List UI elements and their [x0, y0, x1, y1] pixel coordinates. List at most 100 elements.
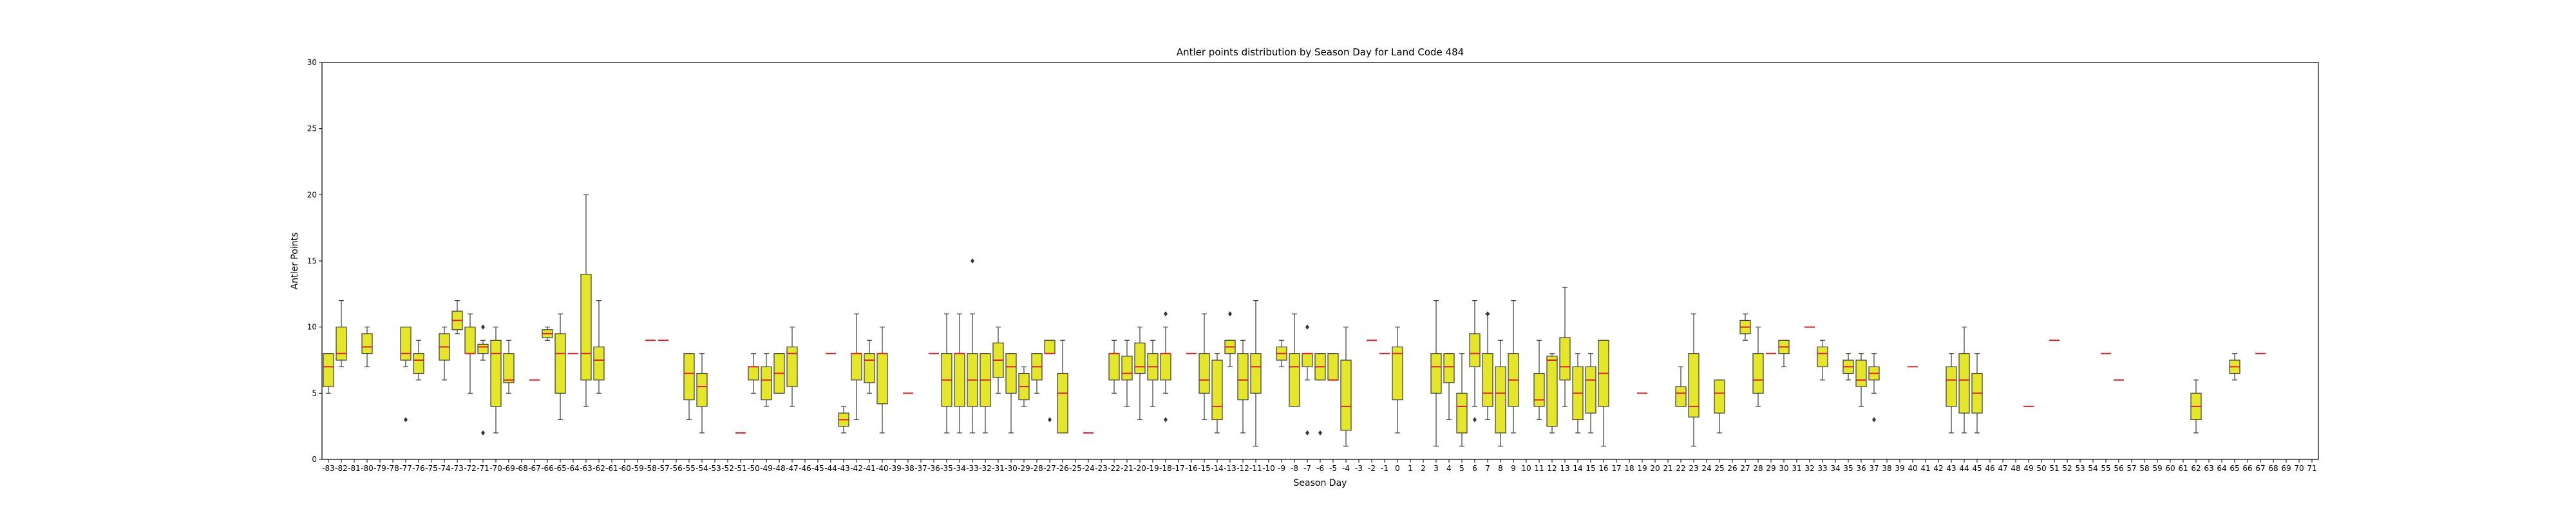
x-tick-label: -10	[1262, 464, 1275, 473]
box	[876, 353, 888, 405]
x-tick-label: -30	[1005, 464, 1018, 473]
x-tick-label: 36	[1856, 464, 1866, 473]
x-tick-label: 10	[1521, 464, 1531, 473]
x-tick-label: 26	[1727, 464, 1737, 473]
box	[1250, 353, 1262, 394]
outlier-point	[1164, 311, 1168, 317]
x-tick-label: -4	[1342, 464, 1350, 473]
box	[1714, 379, 1725, 414]
x-tick-label: 30	[1779, 464, 1788, 473]
x-tick-label: 60	[2165, 464, 2175, 473]
x-tick-label: 11	[1534, 464, 1544, 473]
x-tick-label: 32	[1804, 464, 1814, 473]
x-tick-label: -52	[721, 464, 734, 473]
x-tick-label: -33	[966, 464, 979, 473]
x-tick-label: 34	[1830, 464, 1840, 473]
x-tick-label: -68	[515, 464, 528, 473]
box	[554, 333, 566, 394]
x-tick-label: -9	[1278, 464, 1285, 473]
x-tick-label: 31	[1792, 464, 1801, 473]
x-tick-label: -76	[412, 464, 425, 473]
box	[1456, 392, 1468, 434]
y-tick-label: 20	[307, 190, 317, 199]
box	[1958, 353, 1970, 414]
x-tick-label: -45	[811, 464, 824, 473]
x-tick-label: 69	[2281, 464, 2291, 473]
x-tick-label: 0	[1395, 464, 1400, 473]
x-tick-label: -16	[1185, 464, 1198, 473]
x-tick-label: -34	[953, 464, 966, 473]
x-tick-label: 41	[1920, 464, 1930, 473]
outlier-point	[1486, 311, 1490, 317]
box	[1134, 342, 1146, 374]
box	[1289, 353, 1300, 407]
x-tick-label: 25	[1714, 464, 1724, 473]
x-tick-label: -78	[386, 464, 399, 473]
x-tick-label: 17	[1611, 464, 1621, 473]
box	[748, 366, 759, 381]
x-tick-label: -69	[502, 464, 515, 473]
chart-title: Antler points distribution by Season Day…	[1177, 46, 1464, 58]
y-tick-label: 5	[312, 388, 317, 398]
box	[464, 327, 476, 354]
box	[786, 346, 798, 387]
box	[1533, 372, 1545, 407]
x-tick-label: 19	[1637, 464, 1647, 473]
box	[1121, 356, 1133, 381]
x-tick-label: 9	[1511, 464, 1516, 473]
x-tick-label: -26	[1056, 464, 1069, 473]
box	[1160, 353, 1171, 381]
x-tick-label: 49	[2023, 464, 2033, 473]
box	[580, 273, 592, 381]
box	[361, 333, 373, 354]
x-tick-label: 42	[1933, 464, 1943, 473]
x-tick-label: -62	[592, 464, 605, 473]
x-tick-label: 44	[1959, 464, 1969, 473]
x-tick-label: 20	[1650, 464, 1660, 473]
x-tick-label: 38	[1882, 464, 1891, 473]
x-tick-label: 45	[1972, 464, 1982, 473]
x-tick-label: 22	[1676, 464, 1685, 473]
x-tick-label: -18	[1159, 464, 1172, 473]
box	[1855, 360, 1867, 387]
x-tick-label: 6	[1472, 464, 1477, 473]
x-tick-label: -22	[1108, 464, 1121, 473]
x-tick-label: -55	[683, 464, 696, 473]
x-tick-label: 46	[1985, 464, 1994, 473]
x-tick-label: -39	[889, 464, 902, 473]
box	[1392, 346, 1403, 401]
box	[1327, 353, 1339, 381]
x-tick-label: -20	[1133, 464, 1146, 473]
x-tick-label: -36	[927, 464, 940, 473]
box	[503, 353, 515, 383]
x-tick-label: 52	[2062, 464, 2072, 473]
x-tick-label: -15	[1198, 464, 1211, 473]
outlier-point	[481, 324, 485, 330]
x-tick-label: -32	[979, 464, 992, 473]
outlier-point	[1872, 417, 1876, 423]
box	[323, 353, 334, 387]
outlier-point	[1473, 417, 1477, 423]
x-tick-label: 18	[1624, 464, 1634, 473]
box	[1302, 353, 1313, 367]
x-tick-label: 3	[1434, 464, 1439, 473]
x-tick-label: -14	[1211, 464, 1224, 473]
x-tick-label: -67	[528, 464, 541, 473]
x-tick-label: 54	[2088, 464, 2098, 473]
box	[490, 340, 502, 407]
x-tick-label: 57	[2126, 464, 2136, 473]
x-tick-label: -83	[322, 464, 335, 473]
box	[1752, 353, 1764, 394]
x-tick-label: 1	[1408, 464, 1413, 473]
x-tick-label: 71	[2307, 464, 2316, 473]
x-tick-label: 35	[1843, 464, 1853, 473]
x-tick-label: -44	[824, 464, 837, 473]
x-tick-label: 67	[2255, 464, 2265, 473]
x-tick-label: -82	[335, 464, 348, 473]
x-tick-label: -77	[399, 464, 412, 473]
x-tick-label: 12	[1547, 464, 1557, 473]
x-tick-label: -66	[541, 464, 554, 473]
x-tick-label: 14	[1573, 464, 1582, 473]
outlier-point	[1305, 324, 1309, 330]
